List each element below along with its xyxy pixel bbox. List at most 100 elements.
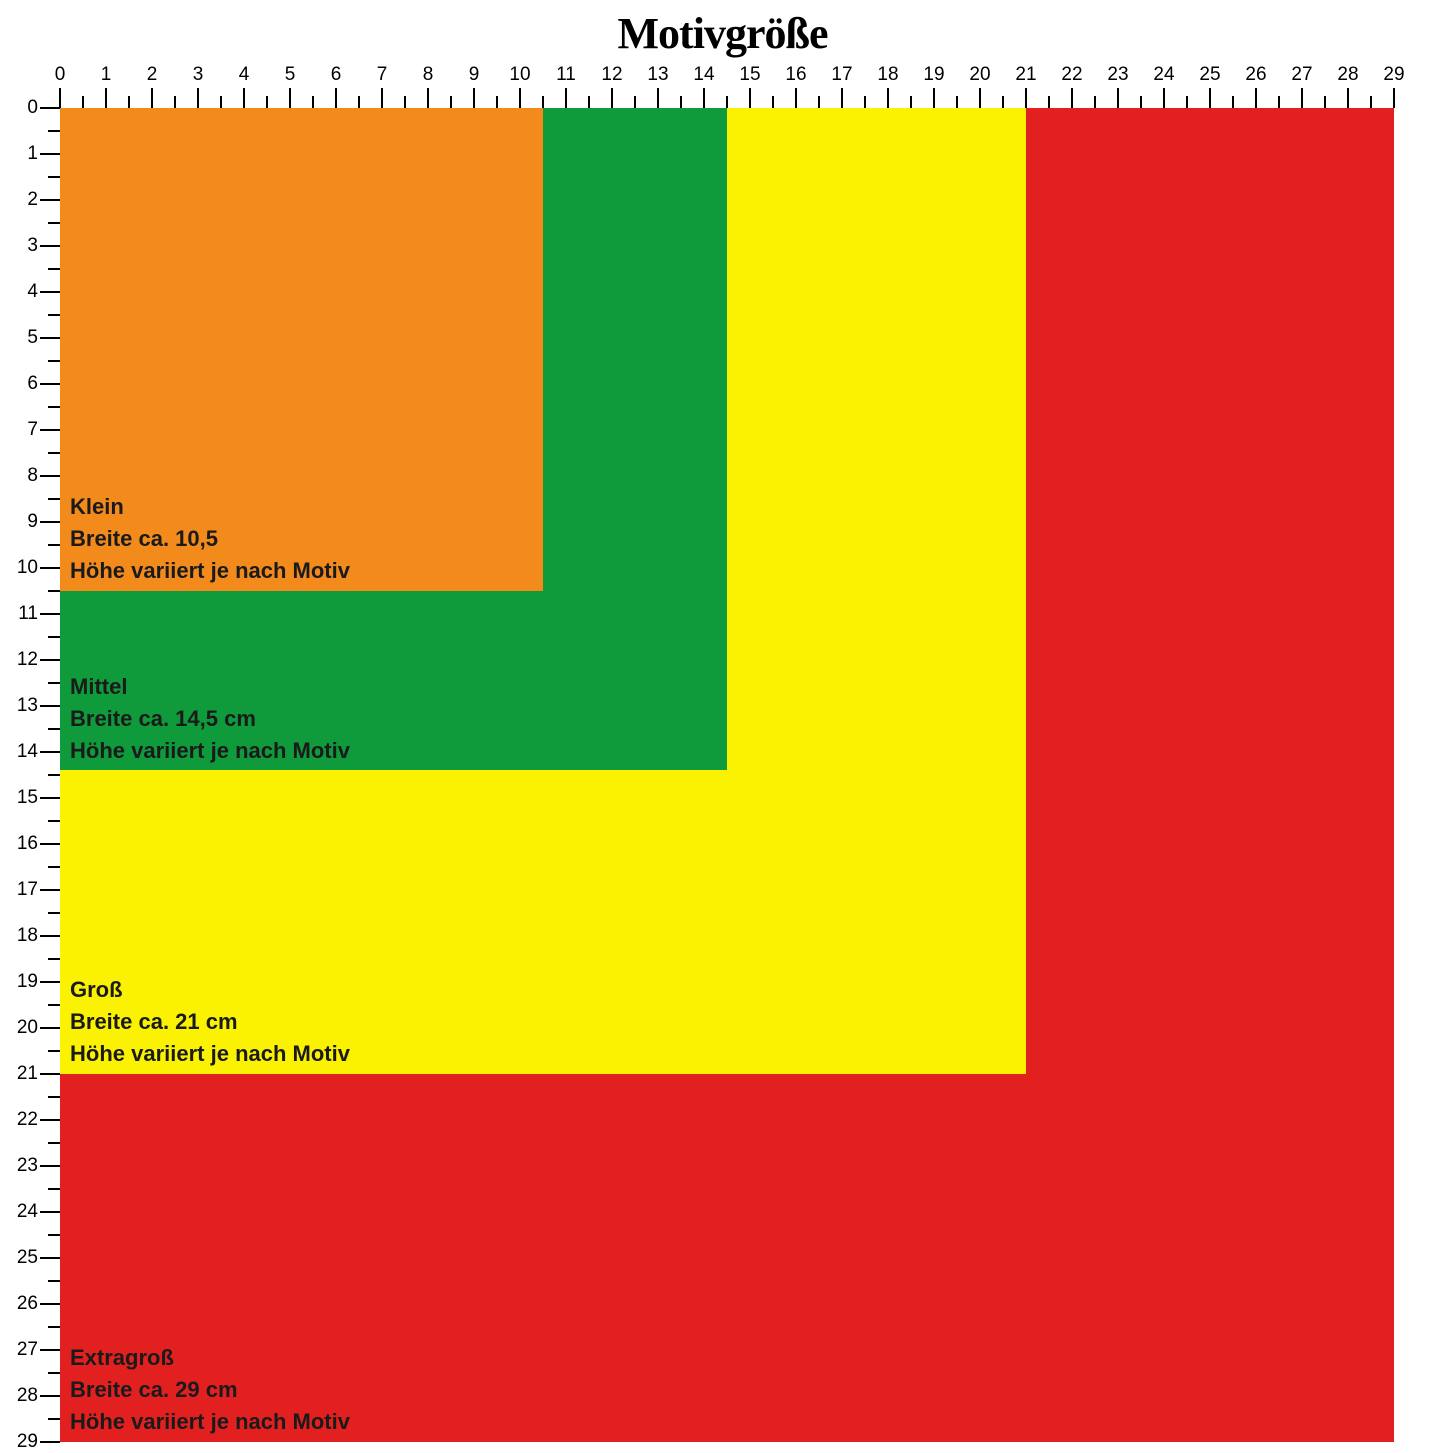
- ruler-label: 23: [1107, 64, 1128, 86]
- size-label-height: Höhe variiert je nach Motiv: [70, 555, 350, 587]
- ruler-tick: [40, 751, 60, 753]
- size-label-title: Extragroß: [70, 1342, 350, 1374]
- ruler-label: 21: [1015, 64, 1036, 86]
- ruler-tick: [1025, 88, 1027, 108]
- ruler-tick: [40, 705, 60, 707]
- ruler-label: 13: [4, 695, 38, 717]
- ruler-tick: [40, 567, 60, 569]
- size-box-klein: KleinBreite ca. 10,5Höhe variiert je nac…: [60, 108, 543, 591]
- ruler-tick: [864, 96, 866, 108]
- ruler-tick: [40, 659, 60, 661]
- ruler-tick: [40, 935, 60, 937]
- ruler-tick: [151, 88, 153, 108]
- ruler-tick: [40, 475, 60, 477]
- ruler-label: 20: [969, 64, 990, 86]
- size-label-height: Höhe variiert je nach Motiv: [70, 1038, 350, 1070]
- ruler-tick: [48, 1326, 60, 1328]
- ruler-label: 24: [4, 1201, 38, 1223]
- ruler-tick: [657, 88, 659, 108]
- ruler-tick: [450, 96, 452, 108]
- ruler-label: 18: [877, 64, 898, 86]
- ruler-tick: [841, 88, 843, 108]
- ruler-tick: [48, 774, 60, 776]
- ruler-label: 16: [785, 64, 806, 86]
- ruler-tick: [40, 1303, 60, 1305]
- ruler-tick: [40, 153, 60, 155]
- ruler-label: 2: [4, 189, 38, 211]
- ruler-label: 24: [1153, 64, 1174, 86]
- ruler-label: 13: [647, 64, 668, 86]
- ruler-tick: [565, 88, 567, 108]
- ruler-tick: [40, 429, 60, 431]
- ruler-label: 7: [4, 419, 38, 441]
- size-label-width: Breite ca. 14,5 cm: [70, 703, 350, 735]
- ruler-tick: [680, 96, 682, 108]
- ruler-tick: [197, 88, 199, 108]
- ruler-label: 27: [4, 1339, 38, 1361]
- ruler-tick: [128, 96, 130, 108]
- ruler-label: 4: [4, 281, 38, 303]
- ruler-tick: [40, 1165, 60, 1167]
- size-label: MittelBreite ca. 14,5 cmHöhe variiert je…: [70, 671, 350, 767]
- ruler-tick: [48, 912, 60, 914]
- ruler-label: 17: [831, 64, 852, 86]
- ruler-label: 0: [55, 64, 66, 86]
- ruler-tick: [266, 96, 268, 108]
- ruler-label: 5: [285, 64, 296, 86]
- ruler-tick: [1393, 88, 1395, 108]
- ruler-label: 2: [147, 64, 158, 86]
- ruler-label: 10: [509, 64, 530, 86]
- ruler-label: 8: [4, 465, 38, 487]
- ruler-tick: [772, 96, 774, 108]
- size-label-title: Groß: [70, 974, 350, 1006]
- size-label-title: Klein: [70, 491, 350, 523]
- ruler-tick: [519, 88, 521, 108]
- ruler-tick: [40, 1119, 60, 1121]
- ruler-tick: [1255, 88, 1257, 108]
- ruler-tick: [795, 88, 797, 108]
- ruler-label: 6: [331, 64, 342, 86]
- ruler-tick: [40, 107, 60, 109]
- ruler-tick: [1347, 88, 1349, 108]
- ruler-tick: [358, 96, 360, 108]
- size-label: GroßBreite ca. 21 cmHöhe variiert je nac…: [70, 974, 350, 1070]
- ruler-label: 5: [4, 327, 38, 349]
- ruler-tick: [48, 1050, 60, 1052]
- ruler-tick: [40, 291, 60, 293]
- ruler-tick: [1117, 88, 1119, 108]
- ruler-label: 8: [423, 64, 434, 86]
- ruler-tick: [59, 88, 61, 108]
- ruler-tick: [1048, 96, 1050, 108]
- ruler-label: 10: [4, 557, 38, 579]
- ruler-tick: [289, 88, 291, 108]
- size-label: KleinBreite ca. 10,5Höhe variiert je nac…: [70, 491, 350, 587]
- ruler-tick: [1140, 96, 1142, 108]
- ruler-label: 25: [4, 1247, 38, 1269]
- ruler-tick: [1278, 96, 1280, 108]
- ruler-label: 18: [4, 925, 38, 947]
- ruler-label: 7: [377, 64, 388, 86]
- size-label-width: Breite ca. 29 cm: [70, 1374, 350, 1406]
- ruler-tick: [48, 682, 60, 684]
- ruler-tick: [1163, 88, 1165, 108]
- ruler-tick: [48, 958, 60, 960]
- ruler-tick: [381, 88, 383, 108]
- ruler-label: 21: [4, 1063, 38, 1085]
- ruler-tick: [48, 820, 60, 822]
- ruler-label: 17: [4, 879, 38, 901]
- ruler-tick: [335, 88, 337, 108]
- ruler-tick: [703, 88, 705, 108]
- ruler-tick: [40, 1441, 60, 1443]
- ruler-label: 26: [4, 1293, 38, 1315]
- ruler-tick: [1186, 96, 1188, 108]
- ruler-tick: [818, 96, 820, 108]
- ruler-tick: [48, 176, 60, 178]
- ruler-label: 11: [4, 603, 38, 625]
- ruler-tick: [48, 498, 60, 500]
- ruler-tick: [933, 88, 935, 108]
- ruler-tick: [48, 1372, 60, 1374]
- ruler-tick: [1324, 96, 1326, 108]
- ruler-tick: [40, 797, 60, 799]
- ruler-label: 29: [1383, 64, 1404, 86]
- page-title: Motivgröße: [0, 8, 1445, 59]
